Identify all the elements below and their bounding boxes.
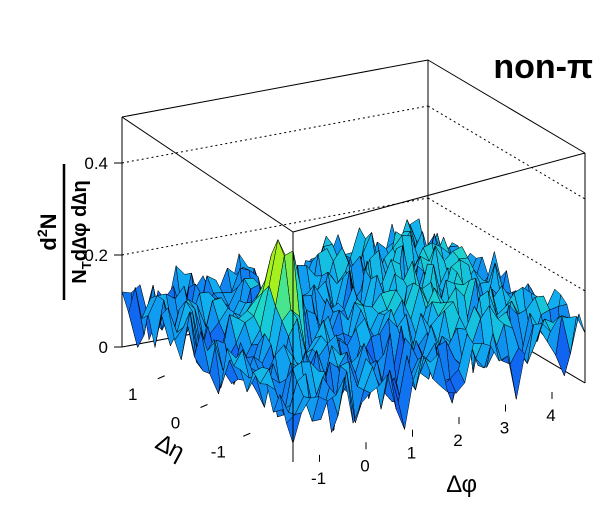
y-axis-label: ∆η	[152, 429, 189, 466]
z-tick-label: 0	[99, 338, 108, 357]
y-tick	[243, 432, 251, 437]
y-tick-label: 1	[128, 385, 137, 404]
z-gridline	[121, 197, 429, 256]
box-edge	[121, 116, 294, 233]
y-tick	[157, 375, 165, 380]
chart-title: non-π	[493, 48, 593, 86]
surface-mesh	[121, 218, 586, 445]
x-tick-label: -1	[311, 469, 326, 488]
y-tick	[200, 404, 208, 408]
z-gridline	[121, 105, 429, 164]
x-tick-label: 2	[453, 431, 462, 450]
x-axis-label: ∆φ	[447, 471, 477, 498]
y-tick-label: 0	[171, 414, 180, 433]
surface-patch	[286, 412, 302, 445]
z-axis-label-numerator: d2N	[34, 213, 61, 250]
box-edge	[427, 59, 586, 154]
y-tick-label: -1	[211, 442, 226, 461]
z-axis-label-denominator: NTd∆φ d∆η	[69, 180, 94, 283]
z-tick-label: 0.2	[84, 246, 108, 265]
x-tick-label: 3	[500, 419, 509, 438]
x-tick-label: 4	[546, 406, 555, 425]
box-edge	[292, 152, 586, 233]
z-gridlines	[121, 105, 586, 292]
z-axis-label: d2N NTd∆φ d∆η	[34, 164, 94, 300]
z-gridline	[427, 197, 586, 292]
z-gridline	[427, 105, 586, 200]
box-front-frame	[121, 59, 586, 462]
box-edge	[121, 59, 429, 118]
z-tick-label: 0.4	[84, 154, 108, 173]
axis-ticks: -1 0 1 2 3 4 -1 0 1 0 0.2 0.4	[84, 154, 555, 488]
x-tick-label: 1	[407, 444, 416, 463]
x-tick-label: 0	[360, 456, 369, 475]
